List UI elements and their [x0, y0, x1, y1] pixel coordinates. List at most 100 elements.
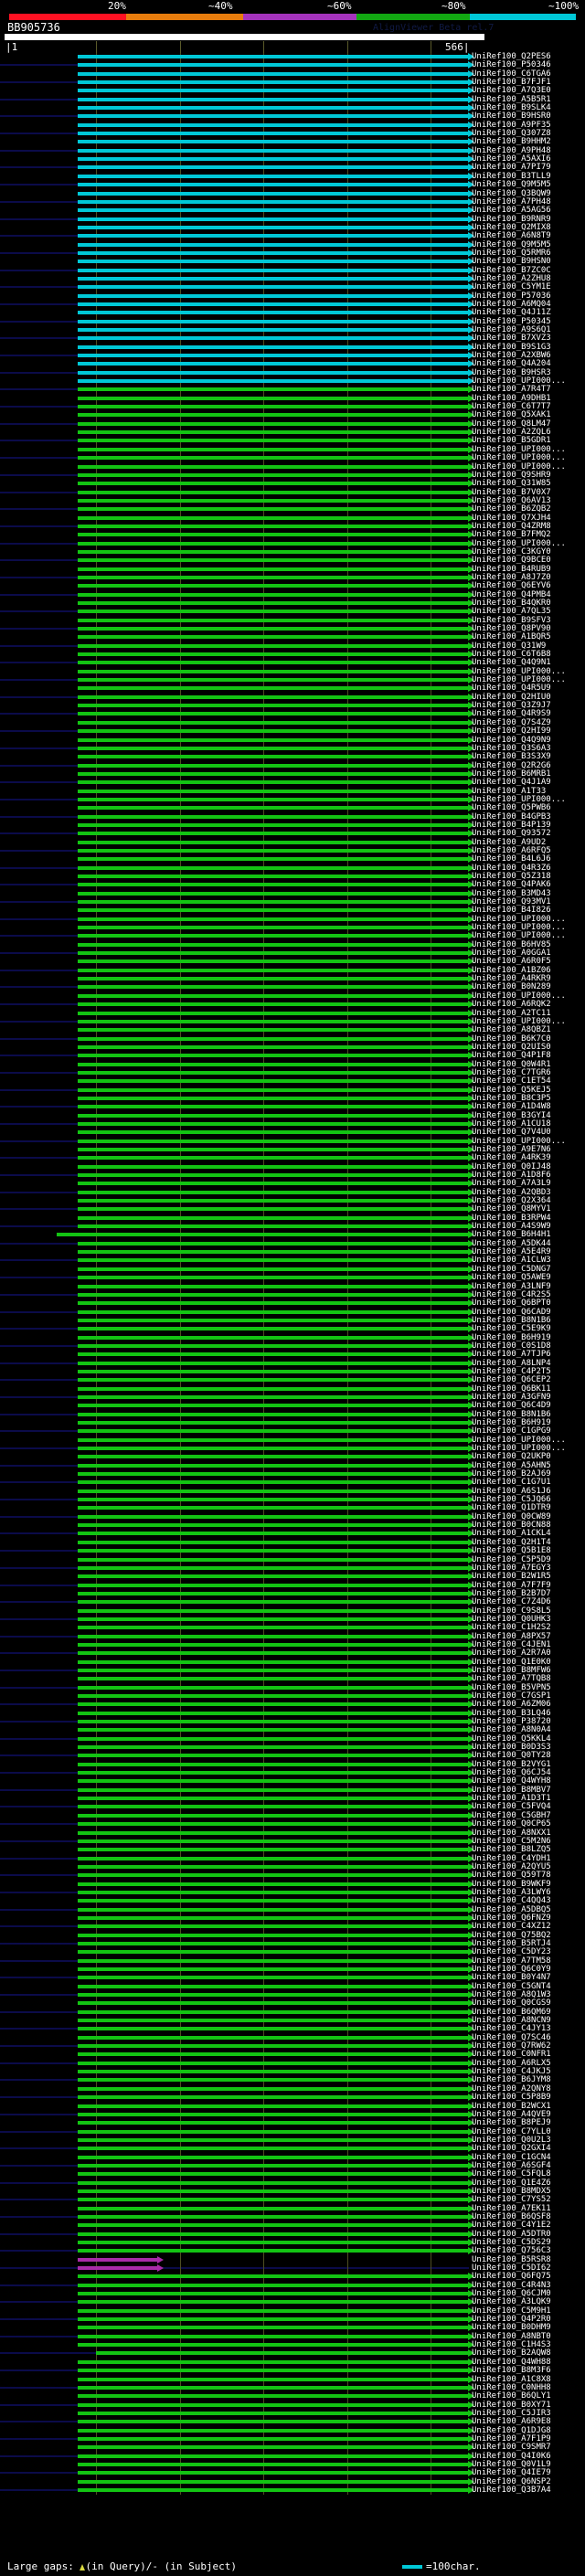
- hit-accession-label[interactable]: UniRef100_Q59T78: [472, 1871, 551, 1881]
- table-row[interactable]: UniRef100_Q0W4R1: [0, 1060, 585, 1069]
- hit-accession-label[interactable]: UniRef100_B9S1G3: [472, 342, 551, 352]
- table-row[interactable]: UniRef100_C4XZ12: [0, 1922, 585, 1932]
- hit-accession-label[interactable]: UniRef100_P38720: [472, 1717, 551, 1727]
- table-row[interactable]: UniRef100_Q6CAD9: [0, 1308, 585, 1317]
- hit-accession-label[interactable]: UniRef100_A9DHB1: [472, 393, 551, 403]
- table-row[interactable]: UniRef100_C4QQ43: [0, 1896, 585, 1906]
- alignment-bar[interactable]: [78, 1011, 468, 1015]
- alignment-bar[interactable]: [78, 2137, 468, 2142]
- table-row[interactable]: UniRef100_Q4ZRM8: [0, 522, 585, 532]
- hit-accession-label[interactable]: UniRef100_B6K7C0: [472, 1034, 551, 1044]
- table-row[interactable]: UniRef100_UPI000...: [0, 1016, 585, 1027]
- alignment-bar[interactable]: [78, 865, 468, 870]
- table-row[interactable]: UniRef100_B3GYI4: [0, 1111, 585, 1120]
- hit-accession-label[interactable]: UniRef100_Q5AWE9: [472, 1273, 551, 1283]
- table-row[interactable]: UniRef100_B9S1G3: [0, 342, 585, 353]
- table-row[interactable]: UniRef100_B6QLY1: [0, 2391, 585, 2401]
- hit-accession-label[interactable]: UniRef100_A4RK39: [472, 1153, 551, 1163]
- alignment-bar[interactable]: [78, 2078, 468, 2083]
- hit-accession-label[interactable]: UniRef100_C5DNG7: [472, 1264, 551, 1274]
- table-row[interactable]: UniRef100_A0GGA1: [0, 949, 585, 959]
- hit-accession-label[interactable]: UniRef100_B4QKR0: [472, 599, 551, 608]
- table-row[interactable]: UniRef100_A5DTR0: [0, 2230, 585, 2239]
- alignment-bar[interactable]: [78, 1634, 468, 1638]
- hit-accession-label[interactable]: UniRef100_B4P139: [472, 820, 551, 830]
- hit-accession-label[interactable]: UniRef100_B6QLY1: [472, 2391, 551, 2401]
- alignment-bar[interactable]: [96, 2351, 468, 2356]
- alignment-bar[interactable]: [78, 533, 468, 537]
- hit-accession-label[interactable]: UniRef100_Q31W9: [472, 641, 547, 651]
- alignment-bar[interactable]: [78, 354, 468, 358]
- table-row[interactable]: UniRef100_B0Y4N7: [0, 1973, 585, 1983]
- hit-accession-label[interactable]: UniRef100_B0D3S3: [472, 1743, 551, 1753]
- table-row[interactable]: UniRef100_Q6EYV6: [0, 581, 585, 591]
- hit-accession-label[interactable]: UniRef100_B9SFV3: [472, 615, 551, 625]
- hit-accession-label[interactable]: UniRef100_Q5KEJ5: [472, 1085, 551, 1095]
- table-row[interactable]: UniRef100_C7YLL0: [0, 2127, 585, 2136]
- table-row[interactable]: UniRef100_Q6FNZ9: [0, 1913, 585, 1924]
- table-row[interactable]: UniRef100_B7XVZ3: [0, 334, 585, 344]
- alignment-bar[interactable]: [78, 2095, 468, 2100]
- alignment-bar[interactable]: [78, 2147, 468, 2151]
- table-row[interactable]: UniRef100_A7EK11: [0, 2204, 585, 2213]
- table-row[interactable]: UniRef100_B5RTJ4: [0, 1939, 585, 1949]
- alignment-bar[interactable]: [78, 1984, 468, 1988]
- table-row[interactable]: UniRef100_A6R9E8: [0, 2417, 585, 2427]
- hit-accession-label[interactable]: UniRef100_B0DHM9: [472, 2323, 551, 2333]
- hit-accession-label[interactable]: UniRef100_UPI000...: [472, 1016, 566, 1026]
- alignment-bar[interactable]: [78, 490, 468, 494]
- alignment-bar[interactable]: [78, 2402, 468, 2407]
- alignment-bar[interactable]: [78, 1156, 468, 1161]
- table-row[interactable]: UniRef100_C1ET54: [0, 1076, 585, 1087]
- alignment-bar[interactable]: [78, 1685, 468, 1690]
- alignment-bar[interactable]: [78, 917, 468, 921]
- alignment-bar[interactable]: [78, 2163, 468, 2168]
- hit-accession-label[interactable]: UniRef100_Q3S6A3: [472, 743, 551, 753]
- hit-accession-label[interactable]: UniRef100_Q6BPT0: [472, 1299, 551, 1309]
- table-row[interactable]: UniRef100_Q0CW89: [0, 1512, 585, 1522]
- table-row[interactable]: UniRef100_A1D4W8: [0, 1102, 585, 1112]
- alignment-bar[interactable]: [78, 1250, 468, 1255]
- alignment-bar[interactable]: [78, 2061, 468, 2065]
- hit-accession-label[interactable]: UniRef100_B8MDX5: [472, 2186, 551, 2196]
- alignment-bar[interactable]: [78, 1915, 468, 1920]
- table-row[interactable]: UniRef100_C4R2S5: [0, 1289, 585, 1300]
- alignment-bar[interactable]: [78, 1352, 468, 1357]
- alignment-bar[interactable]: [78, 498, 468, 503]
- table-row[interactable]: UniRef100_B9WKF9: [0, 1880, 585, 1889]
- hit-accession-label[interactable]: UniRef100_Q1E4Z6: [472, 2178, 551, 2188]
- hit-accession-label[interactable]: UniRef100_C4R2S5: [472, 1289, 551, 1299]
- hit-accession-label[interactable]: UniRef100_Q1E0K0: [472, 1657, 551, 1667]
- alignment-bar[interactable]: [78, 387, 468, 392]
- hit-accession-label[interactable]: UniRef100_Q0UHK3: [472, 1614, 551, 1624]
- alignment-bar[interactable]: [78, 2001, 468, 2006]
- table-row[interactable]: UniRef100_Q4WH88: [0, 2358, 585, 2368]
- table-row[interactable]: UniRef100_B6H919: [0, 1418, 585, 1428]
- hit-accession-label[interactable]: UniRef100_C5M9H1: [472, 2306, 551, 2316]
- table-row[interactable]: UniRef100_B3MD43: [0, 889, 585, 899]
- hit-accession-label[interactable]: UniRef100_A1D4W8: [472, 1102, 551, 1112]
- hit-accession-label[interactable]: UniRef100_C0NHH8: [472, 2382, 551, 2392]
- alignment-bar[interactable]: [78, 1668, 468, 1672]
- table-row[interactable]: UniRef100_A7TM58: [0, 1956, 585, 1966]
- table-row[interactable]: UniRef100_B6ZQB2: [0, 504, 585, 514]
- hit-accession-label[interactable]: UniRef100_C5P8B9: [472, 2093, 551, 2103]
- hit-accession-label[interactable]: UniRef100_Q4I0K6: [472, 2451, 551, 2461]
- alignment-bar[interactable]: [78, 891, 468, 896]
- table-row[interactable]: UniRef100_B9HSR0: [0, 111, 585, 122]
- alignment-bar[interactable]: [78, 857, 468, 862]
- hit-accession-label[interactable]: UniRef100_A7TQB8: [472, 1674, 551, 1684]
- alignment-bar[interactable]: [78, 396, 468, 400]
- alignment-bar[interactable]: [78, 1873, 468, 1878]
- hit-accession-label[interactable]: UniRef100_Q1DJG8: [472, 2425, 551, 2435]
- table-row[interactable]: UniRef100_UPI000...: [0, 795, 585, 805]
- hit-accession-label[interactable]: UniRef100_B5RSR8: [472, 2254, 551, 2264]
- alignment-bar[interactable]: [78, 1148, 468, 1151]
- alignment-bar[interactable]: [78, 336, 468, 341]
- table-row[interactable]: UniRef100_Q0CGS9: [0, 1998, 585, 2009]
- table-row[interactable]: UniRef100_UPI000...: [0, 462, 585, 472]
- alignment-bar[interactable]: [78, 2009, 468, 2014]
- hit-accession-label[interactable]: UniRef100_A7EGY3: [472, 1563, 551, 1573]
- table-row[interactable]: UniRef100_C6T7T7: [0, 402, 585, 412]
- table-row[interactable]: UniRef100_B9RNR9: [0, 215, 585, 224]
